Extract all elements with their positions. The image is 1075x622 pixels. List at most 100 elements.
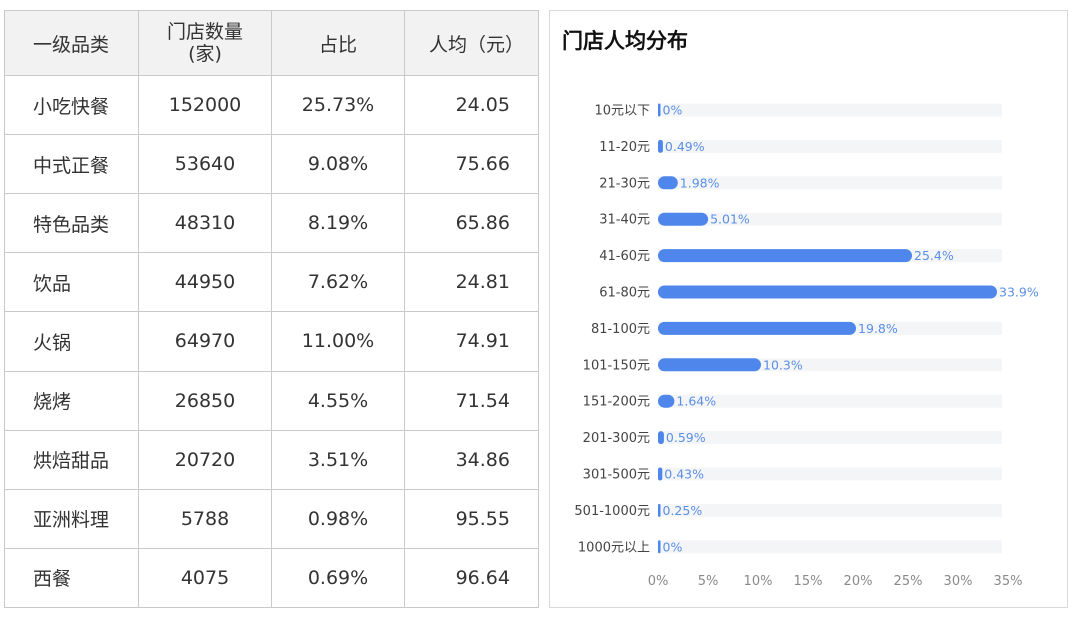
cell-share: 4.55% bbox=[271, 370, 405, 431]
cell-store-count: 53640 bbox=[138, 134, 272, 195]
bar bbox=[658, 431, 664, 445]
cell-avg-price: 71.54 bbox=[404, 370, 539, 431]
cell-category: 西餐 bbox=[4, 547, 139, 609]
value-label: 0.25% bbox=[663, 503, 703, 518]
category-label: 501-1000元 bbox=[574, 504, 650, 519]
value-label: 33.9% bbox=[999, 285, 1039, 300]
bar bbox=[658, 249, 912, 263]
table-row: 小吃快餐 152000 25.73% 24.05 bbox=[4, 74, 539, 136]
cell-store-count: 152000 bbox=[138, 74, 272, 136]
table-row: 饮品 44950 7.62% 24.81 bbox=[4, 252, 539, 313]
bar bbox=[658, 103, 661, 117]
cell-store-count: 5788 bbox=[138, 488, 272, 549]
category-label: 151-200元 bbox=[583, 395, 650, 410]
table-row: 火锅 64970 11.00% 74.91 bbox=[4, 311, 539, 372]
cell-share: 25.73% bbox=[271, 74, 405, 136]
table-row: 烧烤 26850 4.55% 71.54 bbox=[4, 370, 539, 431]
table-row: 烘焙甜品 20720 3.51% 34.86 bbox=[4, 429, 539, 490]
cell-category: 亚洲料理 bbox=[4, 488, 139, 549]
cell-share: 11.00% bbox=[271, 311, 405, 372]
header-store-count: 门店数量 (家) bbox=[138, 10, 272, 76]
table-row: 西餐 4075 0.69% 96.64 bbox=[4, 547, 539, 609]
bar-track bbox=[658, 503, 1002, 517]
x-tick-label: 15% bbox=[794, 574, 823, 589]
header-store-count-line1: 门店数量 bbox=[166, 21, 243, 43]
category-label: 1000元以上 bbox=[578, 540, 650, 555]
bar bbox=[658, 503, 661, 517]
header-store-count-line2: (家) bbox=[188, 43, 222, 65]
cell-share: 8.19% bbox=[271, 193, 405, 254]
category-label: 31-40元 bbox=[599, 213, 650, 228]
cell-store-count: 44950 bbox=[138, 252, 272, 313]
header-share: 占比 bbox=[271, 10, 405, 76]
bar-track bbox=[658, 431, 1002, 445]
table-row: 亚洲料理 5788 0.98% 95.55 bbox=[4, 488, 539, 549]
cell-store-count: 20720 bbox=[138, 429, 272, 490]
bar-track bbox=[658, 394, 1002, 408]
bar-track bbox=[658, 212, 1002, 226]
bar bbox=[658, 321, 856, 335]
cell-category: 中式正餐 bbox=[4, 134, 139, 195]
table-header-row: 一级品类 门店数量 (家) 占比 人均（元） bbox=[4, 10, 539, 76]
category-label: 101-150元 bbox=[583, 358, 650, 373]
value-label: 19.8% bbox=[858, 321, 898, 336]
category-label: 81-100元 bbox=[591, 322, 650, 337]
cell-avg-price: 74.91 bbox=[404, 311, 539, 372]
x-tick-label: 25% bbox=[894, 574, 923, 589]
cell-category: 饮品 bbox=[4, 252, 139, 313]
cell-share: 0.98% bbox=[271, 488, 405, 549]
bar-track bbox=[658, 176, 1002, 190]
cell-category: 特色品类 bbox=[4, 193, 139, 254]
cell-share: 3.51% bbox=[271, 429, 405, 490]
category-label: 21-30元 bbox=[599, 176, 650, 191]
value-label: 10.3% bbox=[763, 357, 803, 372]
table-row: 中式正餐 53640 9.08% 75.66 bbox=[4, 134, 539, 195]
value-label: 1.64% bbox=[676, 394, 716, 409]
value-label: 25.4% bbox=[914, 248, 954, 263]
value-label: 0% bbox=[663, 103, 683, 118]
bar-track bbox=[658, 103, 1002, 117]
cell-store-count: 64970 bbox=[138, 311, 272, 372]
cell-share: 9.08% bbox=[271, 134, 405, 195]
bar-track bbox=[658, 139, 1002, 153]
table-row: 特色品类 48310 8.19% 65.86 bbox=[4, 193, 539, 254]
x-tick-label: 30% bbox=[944, 574, 973, 589]
category-label: 11-20元 bbox=[599, 140, 650, 155]
cell-share: 0.69% bbox=[271, 547, 405, 609]
x-tick-label: 35% bbox=[994, 574, 1023, 589]
cell-store-count: 48310 bbox=[138, 193, 272, 254]
price-distribution-chart: 10元以下 0% 11-20元 0.49% 21-30元 1.98% 31-40元 5.01%… bbox=[574, 103, 1039, 590]
bar bbox=[658, 212, 709, 226]
chart-panel: 10元以下 0% 11-20元 0.49% 21-30元 1.98% 31-40元 5.01%… bbox=[549, 10, 1068, 608]
category-table: 一级品类 门店数量 (家) 占比 人均（元） 小吃快餐 152000 25.73% 2… bbox=[4, 10, 539, 609]
value-label: 0% bbox=[663, 539, 683, 554]
category-label: 201-300元 bbox=[583, 431, 650, 446]
x-tick-label: 20% bbox=[844, 574, 873, 589]
bar-track bbox=[658, 540, 1002, 554]
cell-share: 7.62% bbox=[271, 252, 405, 313]
bar bbox=[658, 358, 761, 372]
category-table-container: 一级品类 门店数量 (家) 占比 人均（元） 小吃快餐 152000 25.73% 2… bbox=[4, 10, 539, 609]
category-label: 301-500元 bbox=[583, 468, 650, 483]
bar-track bbox=[658, 467, 1002, 481]
bar bbox=[658, 467, 663, 481]
value-label: 0.59% bbox=[666, 430, 706, 445]
x-tick-label: 0% bbox=[648, 574, 669, 589]
cell-avg-price: 65.86 bbox=[404, 193, 539, 254]
cell-avg-price: 96.64 bbox=[404, 547, 539, 609]
table-body: 小吃快餐 152000 25.73% 24.05 中式正餐 53640 9.08% 75.66… bbox=[4, 74, 539, 609]
value-label: 0.49% bbox=[665, 139, 705, 154]
category-label: 41-60元 bbox=[599, 249, 650, 264]
value-label: 5.01% bbox=[710, 212, 750, 227]
bar bbox=[658, 139, 663, 153]
cell-avg-price: 34.86 bbox=[404, 429, 539, 490]
cell-category: 小吃快餐 bbox=[4, 74, 139, 136]
cell-category: 烘焙甜品 bbox=[4, 429, 139, 490]
x-tick-label: 5% bbox=[698, 574, 719, 589]
bar bbox=[658, 394, 675, 408]
cell-avg-price: 95.55 bbox=[404, 488, 539, 549]
cell-avg-price: 75.66 bbox=[404, 134, 539, 195]
bar bbox=[658, 176, 678, 190]
cell-avg-price: 24.81 bbox=[404, 252, 539, 313]
value-label: 0.43% bbox=[664, 467, 704, 482]
